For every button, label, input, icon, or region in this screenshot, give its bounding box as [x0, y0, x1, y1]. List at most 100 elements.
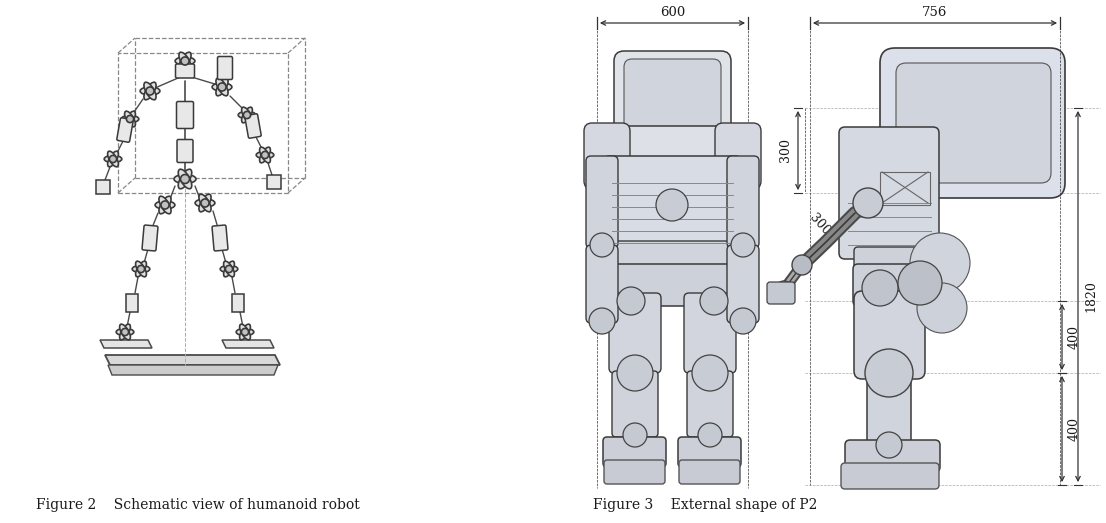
Circle shape [700, 287, 728, 315]
Ellipse shape [179, 52, 191, 70]
Circle shape [180, 175, 189, 184]
Ellipse shape [223, 261, 234, 277]
FancyBboxPatch shape [624, 59, 721, 133]
Circle shape [109, 155, 116, 163]
FancyBboxPatch shape [727, 156, 759, 248]
Ellipse shape [238, 111, 255, 119]
Ellipse shape [144, 82, 156, 100]
Circle shape [876, 432, 902, 458]
Bar [118, 53, 288, 193]
FancyBboxPatch shape [853, 264, 943, 306]
Ellipse shape [107, 151, 118, 167]
Circle shape [241, 328, 249, 336]
Circle shape [181, 57, 189, 65]
Ellipse shape [199, 194, 211, 212]
Ellipse shape [136, 261, 146, 277]
FancyBboxPatch shape [244, 114, 261, 138]
Circle shape [898, 261, 942, 305]
Ellipse shape [199, 194, 211, 212]
Circle shape [126, 116, 134, 122]
Circle shape [589, 233, 614, 257]
Bar [96, 180, 109, 194]
FancyBboxPatch shape [177, 140, 194, 163]
Ellipse shape [216, 78, 228, 96]
Circle shape [161, 201, 169, 209]
Ellipse shape [179, 52, 191, 70]
Circle shape [617, 287, 645, 315]
Ellipse shape [116, 328, 134, 336]
Circle shape [218, 83, 226, 91]
Bar [126, 294, 138, 312]
FancyBboxPatch shape [766, 282, 795, 304]
FancyBboxPatch shape [603, 437, 666, 467]
Bar [267, 175, 281, 189]
Ellipse shape [257, 151, 274, 158]
Circle shape [698, 423, 722, 447]
Polygon shape [108, 365, 278, 375]
Circle shape [201, 199, 209, 207]
FancyBboxPatch shape [714, 123, 761, 189]
FancyBboxPatch shape [586, 156, 618, 248]
FancyBboxPatch shape [896, 63, 1051, 183]
Polygon shape [100, 340, 152, 348]
FancyBboxPatch shape [854, 247, 930, 275]
FancyBboxPatch shape [880, 48, 1065, 198]
Ellipse shape [178, 169, 191, 189]
Bar [880, 172, 930, 205]
Ellipse shape [216, 78, 228, 96]
Text: 400: 400 [1068, 417, 1081, 441]
Circle shape [146, 87, 154, 95]
Circle shape [792, 255, 812, 275]
FancyBboxPatch shape [608, 241, 737, 275]
FancyBboxPatch shape [212, 225, 228, 251]
FancyBboxPatch shape [142, 225, 158, 251]
Text: 400: 400 [1068, 325, 1081, 349]
FancyBboxPatch shape [727, 245, 759, 323]
Ellipse shape [223, 261, 234, 277]
Ellipse shape [125, 111, 135, 127]
Ellipse shape [237, 328, 253, 336]
Circle shape [731, 233, 755, 257]
Ellipse shape [174, 175, 196, 184]
Text: Figure 2    Schematic view of humanoid robot: Figure 2 Schematic view of humanoid robo… [36, 498, 359, 512]
Circle shape [775, 281, 793, 299]
FancyBboxPatch shape [678, 437, 741, 467]
Ellipse shape [125, 111, 135, 127]
Circle shape [261, 151, 269, 158]
Circle shape [692, 355, 728, 391]
FancyBboxPatch shape [605, 156, 740, 252]
Circle shape [226, 265, 232, 272]
FancyBboxPatch shape [117, 118, 133, 142]
FancyBboxPatch shape [839, 127, 939, 259]
Circle shape [910, 233, 970, 293]
Ellipse shape [159, 196, 171, 214]
FancyBboxPatch shape [584, 123, 630, 189]
Circle shape [623, 423, 647, 447]
Ellipse shape [133, 265, 149, 272]
Bar [232, 294, 244, 312]
Ellipse shape [260, 147, 270, 163]
Circle shape [865, 349, 912, 397]
FancyBboxPatch shape [591, 126, 754, 168]
Ellipse shape [212, 83, 232, 91]
Ellipse shape [119, 324, 131, 340]
Ellipse shape [104, 155, 122, 163]
Polygon shape [222, 340, 274, 348]
FancyBboxPatch shape [609, 293, 661, 373]
Ellipse shape [175, 57, 195, 65]
FancyBboxPatch shape [176, 64, 195, 78]
FancyBboxPatch shape [679, 460, 740, 484]
FancyBboxPatch shape [845, 440, 940, 472]
Text: 600: 600 [660, 6, 685, 19]
Ellipse shape [155, 201, 175, 209]
Circle shape [243, 111, 251, 119]
Circle shape [122, 328, 128, 336]
Circle shape [730, 308, 757, 334]
Ellipse shape [241, 107, 252, 123]
Ellipse shape [119, 324, 131, 340]
Ellipse shape [178, 169, 191, 189]
Ellipse shape [136, 261, 146, 277]
FancyBboxPatch shape [586, 245, 618, 323]
Circle shape [853, 188, 883, 218]
FancyBboxPatch shape [177, 101, 194, 129]
